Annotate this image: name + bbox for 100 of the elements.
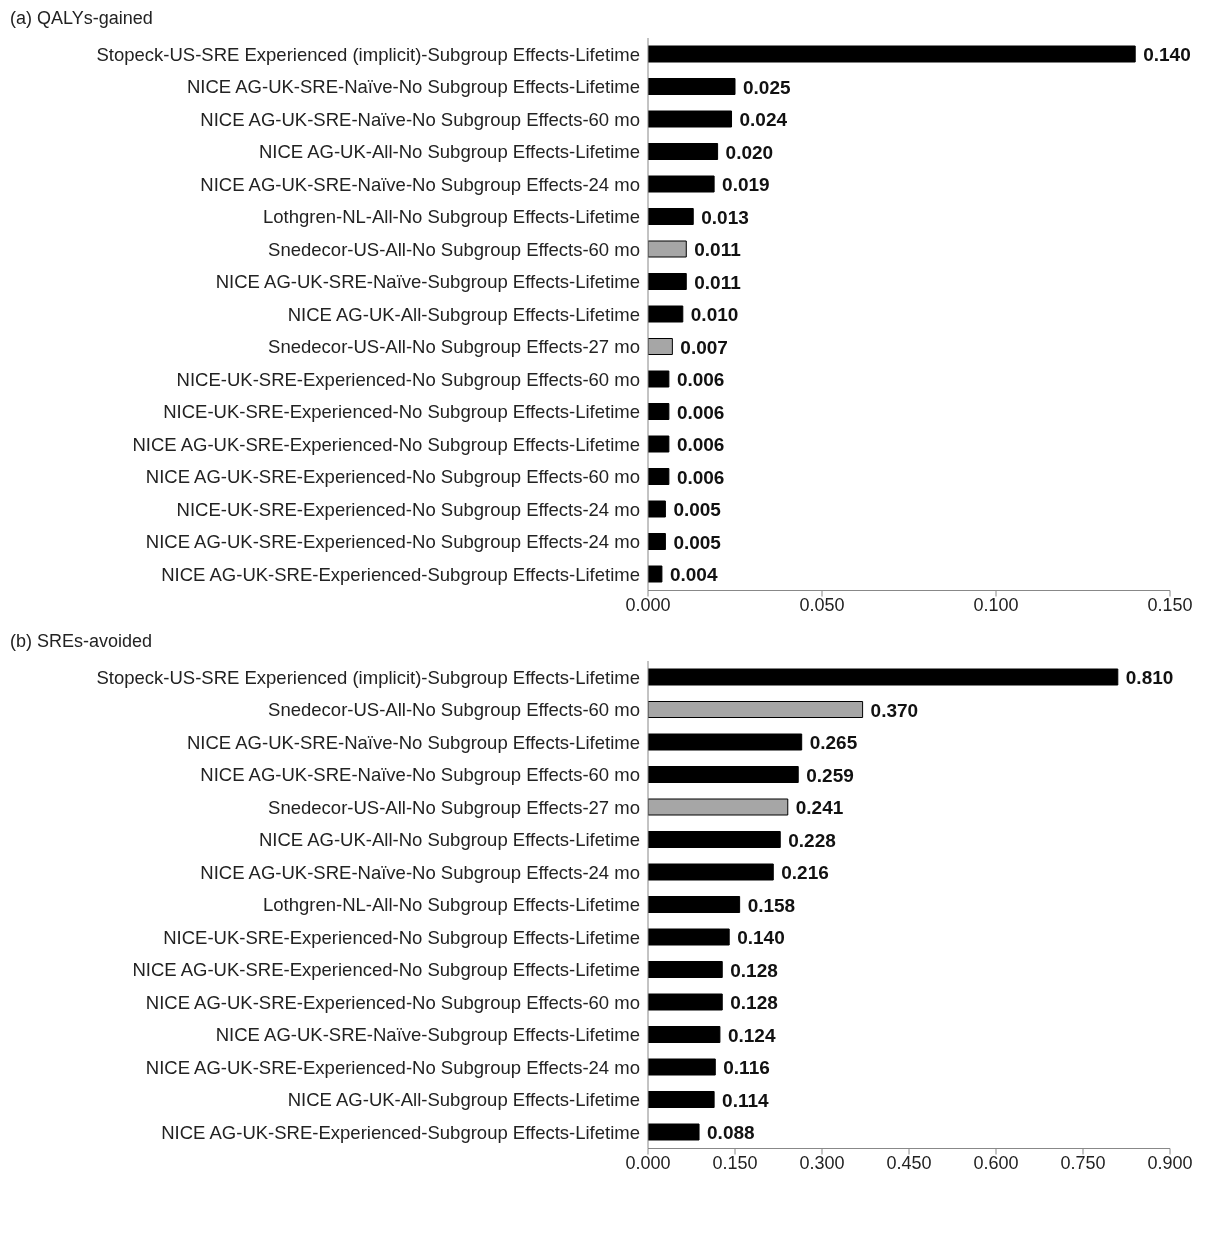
bar	[648, 338, 673, 355]
bar	[648, 110, 733, 128]
text: (b) SREs-avoided	[9, 630, 154, 653]
y-tick-label: NICE AG-UK-SRE-Experienced-No Subgroup Effects-60 mo	[145, 991, 640, 1013]
data-label: 0.007	[680, 336, 728, 358]
bar	[648, 1123, 700, 1140]
y-tick-label: Stopeck-US-SRE Experienced (implicit)-Subgroup Effects-Lifetime	[96, 43, 640, 65]
y-tick-label: Snedecor-US-All-No Subgroup Effects-60 mo	[268, 698, 640, 720]
bar	[648, 208, 694, 225]
bar	[648, 733, 803, 750]
data-label: 0.124	[727, 1024, 776, 1045]
x-tick-label: 0.150	[1147, 595, 1193, 616]
y-tick-label: NICE-UK-SRE-Experienced-No Subgroup Effects-24 mo	[176, 498, 640, 520]
data-label: 0.128	[730, 959, 778, 980]
x-tick-label: 0.000	[625, 1152, 671, 1173]
bar	[648, 175, 715, 193]
y-tick-label: NICE AG-UK-All-No Subgroup Effects-Lifetime	[258, 141, 640, 163]
y-tick-label: Snedecor-US-All-No Subgroup Effects-60 mo	[268, 238, 640, 260]
y-tick-label: NICE AG-UK-SRE-Experienced-No Subgroup Effects-Lifetime	[132, 958, 640, 980]
bar	[648, 565, 663, 583]
bar	[648, 143, 719, 160]
y-tick-label: NICE AG-UK-SRE-Experienced-No Subgroup Effects-24 mo	[145, 1056, 640, 1078]
data-label: 0.006	[676, 401, 725, 423]
data-label: 0.259	[806, 764, 854, 785]
data-label: 0.004	[669, 564, 718, 585]
y-tick-label: NICE AG-UK-SRE-Experienced-Subgroup Effects-Lifetime	[161, 1121, 640, 1143]
data-label: 0.140	[737, 926, 785, 948]
text: (a) QALYs-gained	[9, 8, 154, 30]
bar	[648, 863, 774, 880]
bar	[648, 928, 730, 945]
data-label: 0.006	[676, 369, 725, 390]
bar	[648, 500, 666, 518]
y-tick-label: Stopeck-US-SRE Experienced (implicit)-Subgroup Effects-Lifetime	[96, 666, 640, 688]
data-label: 0.216	[781, 861, 829, 883]
bar	[648, 668, 1119, 685]
y-tick-label: NICE AG-UK-SRE-Naïve-No Subgroup Effects-Lifetime	[186, 76, 640, 98]
y-tick-label: NICE AG-UK-All-No Subgroup Effects-Lifetime	[258, 828, 640, 850]
data-label: 0.370	[870, 699, 919, 720]
data-label: 0.116	[723, 1056, 770, 1078]
x-tick-label: 0.300	[799, 1152, 845, 1173]
bar	[648, 1058, 716, 1075]
data-label: 0.005	[673, 531, 722, 553]
x-tick-label: 0.150	[712, 1152, 758, 1173]
data-label: 0.011	[694, 271, 742, 293]
bar	[648, 435, 670, 453]
y-tick-label: NICE-UK-SRE-Experienced-No Subgroup Effects-Lifetime	[163, 926, 640, 948]
data-label: 0.024	[739, 109, 788, 130]
x-tick-label: 0.450	[886, 1152, 932, 1173]
data-label: 0.020	[725, 141, 774, 163]
data-label: 0.088	[707, 1121, 755, 1143]
y-tick-label: Lothgren-NL-All-No Subgroup Effects-Lifetime	[262, 206, 640, 228]
bar	[648, 895, 741, 913]
data-label: 0.005	[673, 499, 722, 520]
data-label: 0.810	[1125, 666, 1174, 688]
data-label: 0.128	[730, 991, 778, 1013]
y-tick-label: NICE AG-UK-SRE-Naïve-Subgroup Effects-Lifetime	[215, 271, 640, 293]
bar	[648, 765, 799, 783]
y-tick-label: Snedecor-US-All-No Subgroup Effects-27 mo	[268, 796, 640, 818]
bar	[648, 700, 864, 718]
bar	[648, 993, 723, 1010]
y-tick-label: NICE AG-UK-SRE-Naïve-No Subgroup Effects-24 mo	[200, 861, 640, 883]
data-label: 0.228	[788, 829, 836, 850]
data-label: 0.158	[747, 894, 796, 915]
data-label: 0.006	[676, 466, 725, 488]
x-tick-label: 0.100	[973, 595, 1019, 616]
data-label: 0.010	[690, 304, 739, 325]
data-label: 0.265	[809, 731, 858, 753]
bar	[648, 370, 670, 388]
data-label: 0.006	[676, 434, 725, 455]
y-tick-label: NICE-UK-SRE-Experienced-No Subgroup Effects-60 mo	[176, 368, 640, 390]
y-tick-label: NICE AG-UK-SRE-Naïve-No Subgroup Effects-Lifetime	[186, 731, 640, 753]
bar	[648, 960, 723, 978]
y-tick-label: NICE AG-UK-SRE-Naïve-No Subgroup Effects-24 mo	[200, 173, 640, 195]
data-label: 0.025	[743, 76, 791, 98]
x-tick-label: 0.000	[625, 595, 671, 616]
y-tick-label: NICE AG-UK-SRE-Experienced-No Subgroup Effects-Lifetime	[132, 433, 640, 455]
bar	[648, 45, 1136, 63]
data-label: 0.241	[795, 796, 844, 818]
bar	[648, 798, 789, 815]
bar	[648, 533, 666, 550]
bar	[648, 830, 781, 848]
data-label: 0.140	[1143, 44, 1191, 65]
y-tick-label: NICE AG-UK-SRE-Naïve-Subgroup Effects-Lifetime	[215, 1023, 640, 1045]
data-label: 0.019	[722, 174, 770, 195]
y-tick-label: NICE-UK-SRE-Experienced-No Subgroup Effects-Lifetime	[163, 401, 640, 423]
y-tick-label: NICE AG-UK-SRE-Experienced-Subgroup Effects-Lifetime	[161, 563, 640, 585]
data-label: 0.114	[722, 1089, 770, 1110]
y-tick-label: NICE AG-UK-SRE-Naïve-No Subgroup Effects-60 mo	[200, 108, 640, 130]
bar	[648, 273, 687, 290]
x-tick-label: 0.750	[1060, 1152, 1106, 1173]
y-tick-label: Lothgren-NL-All-No Subgroup Effects-Lifetime	[262, 893, 640, 915]
bar	[648, 1090, 715, 1108]
bar	[648, 240, 687, 258]
y-tick-label: NICE AG-UK-All-Subgroup Effects-Lifetime	[287, 1088, 640, 1110]
bar	[648, 1025, 721, 1043]
x-tick-label: 0.600	[973, 1152, 1019, 1173]
y-tick-label: NICE AG-UK-SRE-Experienced-No Subgroup Effects-60 mo	[145, 466, 640, 488]
y-tick-label: Snedecor-US-All-No Subgroup Effects-27 mo	[268, 336, 640, 358]
bar	[648, 78, 736, 95]
bar	[648, 468, 670, 485]
